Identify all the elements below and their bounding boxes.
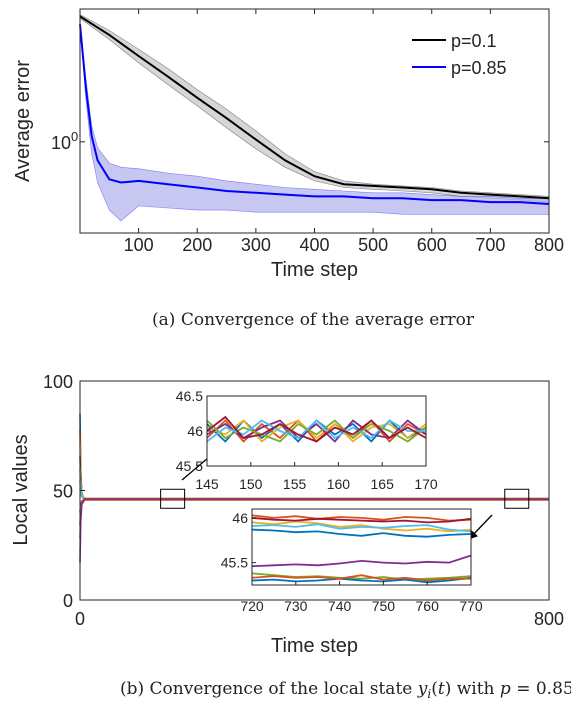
y-axis-label-a: Average error bbox=[12, 60, 34, 182]
inset-y-tick-label: 46 bbox=[187, 423, 203, 439]
average-error-chart: 100 200 300 400 500 600 700 800 100 Time step A… bbox=[12, 8, 564, 281]
inset-x-tick-label: 160 bbox=[327, 476, 351, 492]
legend-label-1: p=0.1 bbox=[451, 31, 497, 51]
inset-y-tick-label: 45.5 bbox=[221, 555, 248, 571]
x-tick-label: 500 bbox=[358, 235, 388, 255]
caption-b-t: t bbox=[438, 679, 445, 699]
inset-2: 720 730 740 750 760 770 45.5 46 bbox=[221, 508, 483, 614]
series-line-1 bbox=[79, 15, 550, 200]
inset-x-tick-label: 770 bbox=[459, 598, 483, 614]
inset-x-tick-label: 760 bbox=[416, 598, 440, 614]
x-tick-label: 600 bbox=[417, 235, 447, 255]
caption-a: (a) Convergence of the average error bbox=[152, 310, 475, 330]
inset-series-2 bbox=[251, 514, 472, 522]
y-tick-exponent: 0 bbox=[71, 129, 78, 144]
caption-b-arg: ( bbox=[431, 679, 438, 699]
inset-y-tick-label: 46 bbox=[232, 510, 248, 526]
x-axis-label-a: Time step bbox=[271, 259, 358, 281]
inset-series-3 bbox=[206, 419, 427, 443]
local-values-chart: 0 800 0 50 100 Time step Local values 145 15… bbox=[10, 372, 564, 657]
inset-x-tick-label: 730 bbox=[284, 598, 308, 614]
legend: p=0.1 p=0.85 bbox=[412, 31, 507, 78]
inset-x-tick-label: 740 bbox=[328, 598, 352, 614]
inset-x-tick-label: 170 bbox=[414, 476, 438, 492]
caption-b-rest: ) with bbox=[445, 679, 500, 699]
series-line-2 bbox=[79, 24, 550, 205]
inset-background bbox=[207, 396, 426, 466]
caption-b-subscript: i bbox=[427, 687, 431, 701]
zoom-box-1 bbox=[160, 488, 186, 509]
x-axis-label-b: Time step bbox=[271, 635, 358, 657]
inset-series-6 bbox=[251, 523, 472, 533]
x-tick-label: 300 bbox=[241, 235, 271, 255]
inset-x-tick-label: 150 bbox=[239, 476, 263, 492]
x-tick-label: 700 bbox=[475, 235, 505, 255]
y-tick-label: 100 bbox=[51, 129, 78, 153]
inset-series-7 bbox=[206, 415, 427, 443]
x-tick-label: 800 bbox=[534, 235, 564, 255]
caption-b: (b) Convergence of the local state yi(t)… bbox=[120, 679, 571, 701]
inset-series-9 bbox=[251, 574, 471, 582]
inset-series-7 bbox=[251, 517, 472, 524]
inset-x-tick-label: 165 bbox=[371, 476, 395, 492]
inset-x-tick-label: 750 bbox=[372, 598, 396, 614]
inset-series-4 bbox=[251, 554, 472, 568]
inset-x-tick-label: 145 bbox=[195, 476, 219, 492]
inset-x-tick-label: 155 bbox=[283, 476, 307, 492]
inset-series-6 bbox=[206, 419, 426, 443]
inset-series-1 bbox=[251, 528, 472, 538]
inset-series-3 bbox=[251, 520, 472, 533]
caption-b-value: = 0.85 bbox=[511, 679, 571, 699]
caption-b-p: p bbox=[500, 679, 511, 699]
y-tick-base: 10 bbox=[51, 133, 71, 153]
inset-frame bbox=[251, 508, 472, 586]
caption-b-symbol: y bbox=[417, 679, 428, 699]
caption-b-text: (b) Convergence of the local state bbox=[120, 679, 418, 699]
inset-series-5 bbox=[206, 419, 427, 443]
inset-x-tick-label: 720 bbox=[240, 598, 264, 614]
zoom-box-2 bbox=[504, 488, 530, 509]
y-axis-label-b: Local values bbox=[10, 434, 32, 545]
x-tick-label: 200 bbox=[182, 235, 212, 255]
y-tick-label: 100 bbox=[43, 372, 73, 392]
inset-1: 145 150 155 160 165 170 45.5 46 46.5 bbox=[176, 388, 438, 492]
x-tick-label: 400 bbox=[299, 235, 329, 255]
legend-label-2: p=0.85 bbox=[451, 58, 507, 78]
inset-y-tick-label: 45.5 bbox=[176, 458, 203, 474]
x-tick-label: 100 bbox=[124, 235, 154, 255]
inset-y-tick-label: 46.5 bbox=[176, 388, 203, 404]
zoom-arrow-2 bbox=[468, 514, 493, 540]
y-tick-label: 50 bbox=[53, 482, 73, 502]
x-tick-label: 800 bbox=[534, 609, 564, 629]
y-tick-label: 0 bbox=[63, 591, 73, 611]
x-tick-label: 0 bbox=[75, 609, 85, 629]
inset-series-8 bbox=[251, 576, 472, 584]
